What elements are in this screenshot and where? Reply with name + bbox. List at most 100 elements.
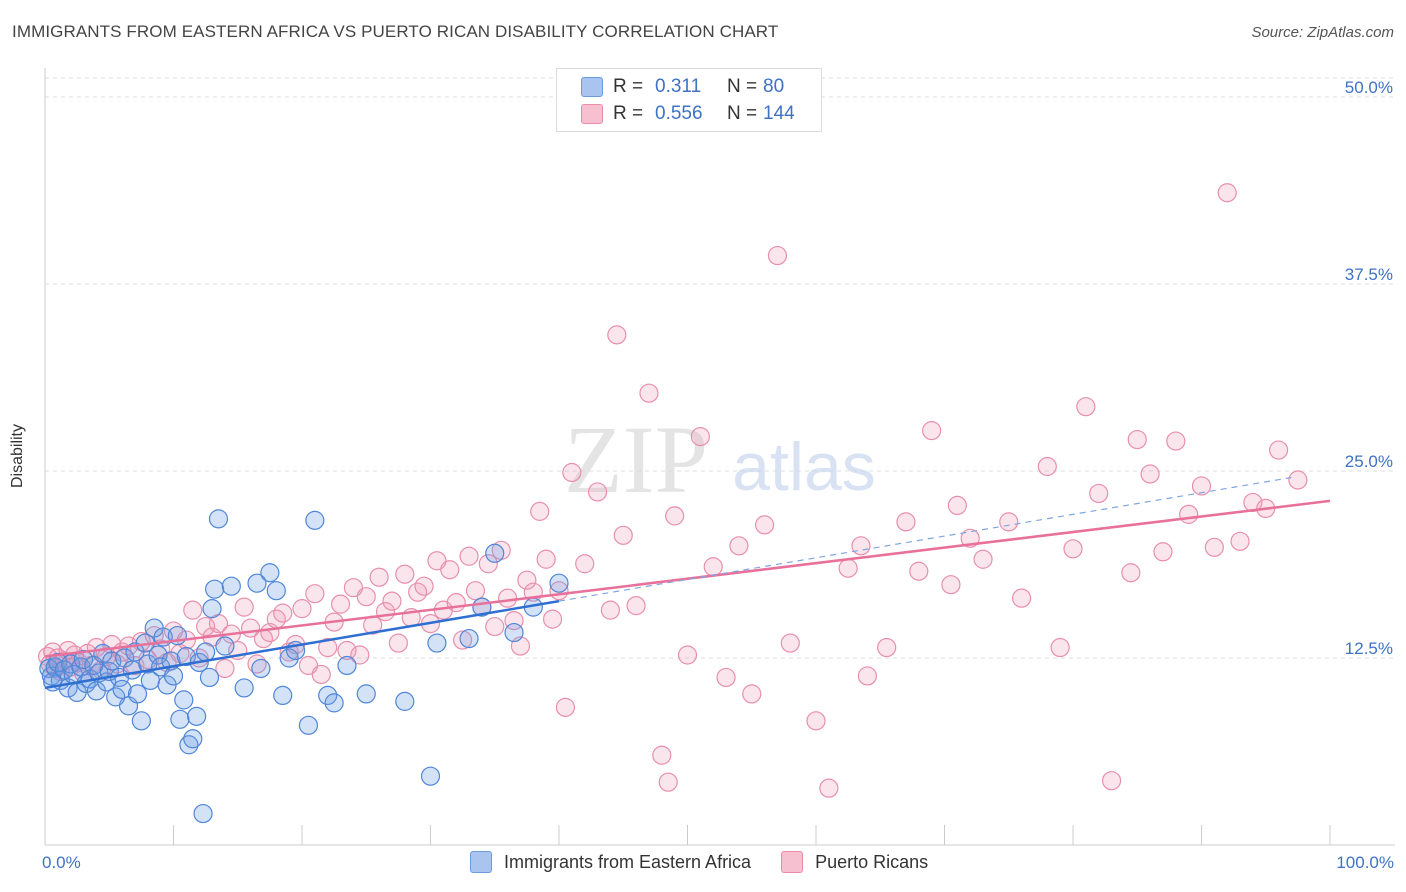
legend-label: Puerto Ricans [815,851,929,872]
data-point-eastern-africa [549,573,569,593]
chart-title: IMMIGRANTS FROM EASTERN AFRICA VS PUERTO… [12,22,779,41]
data-point-eastern-africa [193,803,213,824]
trend-extension-eastern-africa [558,476,1292,602]
r-label: R = [613,76,644,97]
data-point-puerto-ricans [1153,542,1173,562]
data-point-puerto-ricans [446,593,466,613]
data-point-puerto-ricans [215,658,235,679]
data-point-eastern-africa [420,766,441,786]
data-point-puerto-ricans [729,536,749,556]
watermark-atlas: atlas [732,429,876,505]
data-point-puerto-ricans [716,667,736,688]
data-point-puerto-ricans [1101,771,1122,791]
y-tick-label: 12.5% [1345,639,1393,658]
data-point-eastern-africa [337,655,357,676]
data-point-eastern-africa [324,693,344,713]
data-point-puerto-ricans [690,426,710,447]
data-point-puerto-ricans [999,512,1019,532]
data-point-eastern-africa [73,649,94,670]
data-point-eastern-africa [266,581,286,601]
data-point-puerto-ricans [1140,464,1160,484]
n-value: 144 [763,103,795,124]
data-point-eastern-africa [187,706,207,726]
data-point-puerto-ricans [1037,456,1057,477]
data-point-puerto-ricans [465,581,486,601]
data-point-eastern-africa [202,599,222,619]
data-point-puerto-ricans [356,587,376,607]
data-point-eastern-africa [127,684,148,704]
data-point-eastern-africa [174,690,194,710]
data-point-puerto-ricans [485,616,505,637]
y-tick-label: 25.0% [1345,452,1393,471]
r-value: 0.556 [655,103,703,124]
data-point-puerto-ricans [414,576,434,596]
data-point-puerto-ricans [478,554,498,574]
legend-swatch-blue [581,77,603,97]
data-point-puerto-ricans [742,684,762,704]
data-point-eastern-africa [221,576,241,596]
data-point-eastern-africa [485,543,505,563]
data-point-puerto-ricans [292,599,312,619]
r-label: R = [613,103,644,124]
x-tick-label-min: 0.0% [42,853,81,872]
n-label: N = [727,76,758,97]
data-point-eastern-africa [196,642,216,662]
legend-row-puerto-ricans: R = 0.556 N = 144 [581,101,795,127]
data-point-eastern-africa [170,709,190,729]
data-point-puerto-ricans [1204,537,1224,557]
data-point-eastern-africa [163,666,184,686]
x-tick-label-max: 100.0% [1336,853,1394,872]
series-immigrants-eastern-africa [39,509,569,824]
data-point-puerto-ricans [562,462,582,483]
data-point-puerto-ricans [1217,183,1237,203]
data-point-puerto-ricans [1166,431,1186,451]
data-point-eastern-africa [305,510,325,530]
data-point-puerto-ricans [530,501,550,521]
data-point-puerto-ricans [613,525,633,545]
data-point-puerto-ricans [350,645,370,665]
data-point-eastern-africa [234,678,254,698]
data-point-puerto-ricans [517,570,537,590]
trend-lines [44,476,1331,690]
data-point-eastern-africa [427,633,447,653]
data-point-puerto-ricans [909,561,929,581]
data-point-eastern-africa [279,648,299,668]
data-point-puerto-ricans [453,630,473,650]
data-point-puerto-ricans [922,421,942,441]
data-point-puerto-ricans [587,482,608,502]
n-value: 80 [763,76,785,97]
data-point-puerto-ricans [1288,470,1308,490]
data-point-puerto-ricans [626,596,646,616]
data-point-puerto-ricans [1230,531,1250,551]
legend-swatch-pink [781,851,804,873]
data-point-puerto-ricans [1127,429,1147,450]
data-point-eastern-africa [260,563,280,583]
data-point-eastern-africa [459,628,479,649]
data-point-puerto-ricans [498,588,518,608]
grid-layer [44,68,1395,846]
data-point-puerto-ricans [1268,440,1289,460]
data-point-eastern-africa [504,622,524,643]
data-point-eastern-africa [115,648,135,668]
data-point-puerto-ricans [639,383,659,403]
data-point-puerto-ricans [459,546,479,566]
data-point-puerto-ricans [542,609,563,629]
data-point-puerto-ricans [857,666,878,686]
r-value: 0.311 [655,76,702,97]
data-point-puerto-ricans [1179,504,1199,524]
data-point-eastern-africa [199,667,220,688]
trend-line-puerto-ricans [44,499,1331,658]
data-point-puerto-ricans [369,567,389,587]
data-point-puerto-ricans [947,495,967,516]
data-point-puerto-ricans [311,664,331,685]
data-point-eastern-africa [215,636,235,656]
data-point-eastern-africa [208,509,229,529]
data-point-puerto-ricans [941,575,961,595]
data-point-puerto-ricans [234,597,254,617]
legend-label: Immigrants from Eastern Africa [504,851,752,872]
data-point-puerto-ricans [806,711,826,731]
data-point-puerto-ricans [183,600,203,620]
data-point-puerto-ricans [555,697,576,717]
data-point-puerto-ricans [652,745,672,765]
